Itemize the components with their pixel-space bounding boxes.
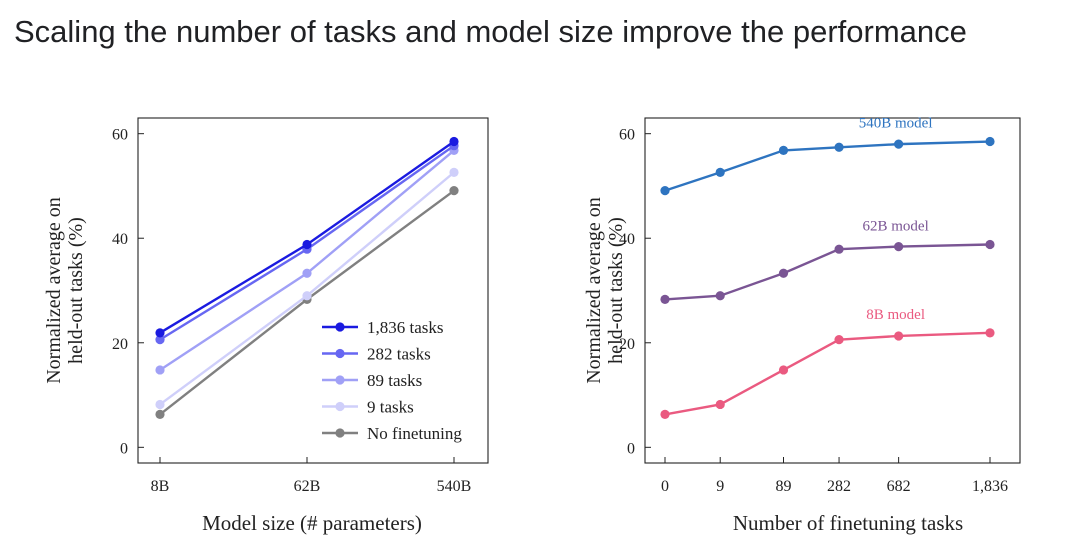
- y-axis-label: Normalized average onheld-out tasks (%): [583, 197, 627, 384]
- series-540b-model: [660, 136, 995, 196]
- series-label-540b-model: 540B model: [859, 116, 933, 132]
- data-point: [155, 328, 165, 338]
- data-point: [985, 239, 995, 250]
- data-point: [449, 186, 459, 196]
- data-point: [894, 139, 904, 149]
- legend-swatch-marker: [335, 401, 345, 412]
- y-axis-label-line: Normalized average on: [583, 197, 605, 384]
- data-point: [449, 136, 459, 147]
- data-point: [660, 186, 670, 196]
- data-point: [155, 399, 165, 410]
- data-point: [894, 331, 904, 341]
- x-tick-label: 282: [827, 478, 851, 495]
- y-tick-label: 60: [619, 127, 635, 144]
- data-point: [660, 409, 670, 419]
- data-point: [834, 335, 844, 345]
- x-tick-label: 62B: [294, 478, 321, 495]
- data-point: [834, 244, 844, 254]
- data-point: [985, 136, 995, 147]
- x-tick-label: 9: [716, 478, 724, 495]
- y-tick-label: 0: [627, 440, 635, 457]
- data-point: [449, 167, 459, 177]
- chart-model-size: 0 20 40 60 8B 62B 540B Model size (# parameters…: [43, 117, 489, 535]
- data-point: [155, 409, 165, 419]
- x-tick-label: 8B: [151, 478, 170, 495]
- data-point: [155, 365, 165, 375]
- data-point: [985, 328, 995, 338]
- data-point: [715, 291, 725, 301]
- legend-item-no-finetuning: No finetuning: [322, 424, 462, 443]
- data-point: [302, 291, 312, 301]
- legend-item-89-tasks: 89 tasks: [322, 371, 422, 390]
- legend-item-9-tasks: 9 tasks: [322, 398, 414, 417]
- data-point: [778, 145, 789, 156]
- legend-label: 282 tasks: [367, 345, 431, 364]
- data-point: [302, 239, 312, 250]
- legend-label: 1,836 tasks: [367, 318, 444, 337]
- series-62b-model: [660, 239, 995, 304]
- series-line: [159, 140, 455, 334]
- legend-label: 89 tasks: [367, 371, 422, 390]
- legend-label: 9 tasks: [367, 398, 414, 417]
- data-point: [834, 142, 844, 152]
- x-axis-label: Model size (# parameters): [202, 511, 422, 535]
- legend-swatch-marker: [335, 348, 345, 359]
- data-point: [302, 268, 312, 278]
- y-tick-label: 0: [120, 440, 128, 457]
- series-1-836-tasks: [155, 136, 459, 338]
- series-line: [664, 243, 991, 301]
- plot-frame: [644, 117, 1021, 464]
- plot-frame: [137, 117, 489, 464]
- y-axis-label-line: held-out tasks (%): [65, 217, 87, 364]
- y-axis-label-line: Normalized average on: [43, 197, 65, 384]
- chart-finetuning-tasks: 0 20 40 60 0 9 89 282 682 1,836 Number of finetuni…: [583, 116, 1021, 535]
- slide-title: Scaling the number of tasks and model si…: [14, 14, 967, 49]
- legend-swatch-marker: [335, 375, 345, 385]
- series-8b-model: [660, 328, 995, 419]
- legend-swatch-marker: [335, 428, 345, 438]
- legend-item-1-836-tasks: 1,836 tasks: [322, 318, 444, 337]
- y-tick-label: 40: [619, 231, 635, 248]
- data-point: [778, 268, 789, 278]
- x-tick-label: 682: [887, 478, 911, 495]
- y-tick-label: 20: [619, 336, 635, 353]
- data-point: [715, 167, 725, 177]
- data-point: [155, 335, 165, 345]
- series-9-tasks: [155, 167, 459, 410]
- legend-item-282-tasks: 282 tasks: [322, 345, 431, 364]
- series-line: [664, 331, 991, 416]
- x-axis-label: Number of finetuning tasks: [733, 511, 963, 535]
- y-axis-label: Normalized average onheld-out tasks (%): [43, 197, 87, 384]
- x-tick-label: 1,836: [972, 478, 1008, 495]
- data-point: [778, 365, 789, 375]
- series-label-62b-model: 62B model: [863, 219, 929, 235]
- x-tick-label: 89: [776, 478, 792, 495]
- y-tick-label: 40: [112, 231, 128, 248]
- x-tick-label: 540B: [437, 478, 472, 495]
- y-tick-label: 20: [112, 336, 128, 353]
- series-line: [159, 149, 455, 371]
- y-tick-label: 60: [112, 127, 128, 144]
- x-tick-label: 0: [661, 478, 669, 495]
- legend-swatch-marker: [335, 322, 345, 332]
- y-axis-label-line: held-out tasks (%): [605, 217, 627, 364]
- data-point: [894, 241, 904, 252]
- series-line: [159, 171, 455, 406]
- legend-label: No finetuning: [367, 424, 462, 443]
- data-point: [660, 294, 670, 304]
- series-line: [664, 140, 991, 192]
- series-89-tasks: [155, 145, 459, 375]
- series-label-8b-model: 8B model: [866, 307, 925, 323]
- data-point: [715, 399, 725, 410]
